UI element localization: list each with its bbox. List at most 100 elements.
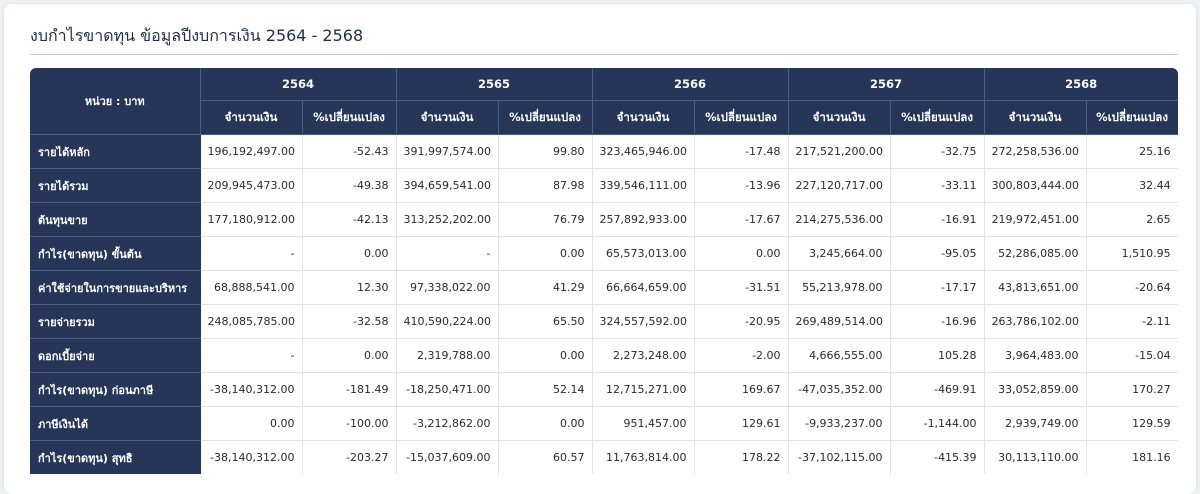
change-cell: 129.59 xyxy=(1086,406,1178,441)
change-cell: 129.61 xyxy=(694,406,789,441)
change-cell: -415.39 xyxy=(890,440,985,474)
change-cell: -15.04 xyxy=(1086,338,1178,373)
table-row: ค่าใช้จ่ายในการขายและบริหาร 68,888,541.00… xyxy=(30,270,1178,305)
change-cell: -469.91 xyxy=(890,372,985,407)
amount-cell: 324,557,592.00 xyxy=(592,304,695,339)
subheader-row: จำนวนเงิน %เปลี่ยนแปลง จำนวนเงิน %เปลี่ยนแป… xyxy=(30,100,1178,135)
amount-cell: 66,664,659.00 xyxy=(592,270,695,305)
year-header: 2568 xyxy=(984,68,1178,101)
year-header: 2567 xyxy=(788,68,985,101)
change-cell: -181.49 xyxy=(302,372,397,407)
row-label: รายจ่ายรวม xyxy=(30,304,201,339)
amount-cell: - xyxy=(200,236,303,271)
table-body: รายได้หลัก 196,192,497.00 -52.43 391,997,57… xyxy=(30,134,1178,474)
row-label: ค่าใช้จ่ายในการขายและบริหาร xyxy=(30,270,201,305)
row-label: ต้นทุนขาย xyxy=(30,202,201,237)
row-label: กำไร(ขาดทุน) ขั้นต้น xyxy=(30,236,201,271)
change-cell: 41.29 xyxy=(498,270,593,305)
table-row: กำไร(ขาดทุน) ขั้นต้น -0.00-0.00 65,573,013… xyxy=(30,236,1178,271)
change-cell: -20.64 xyxy=(1086,270,1178,305)
amount-cell: 394,659,541.00 xyxy=(396,168,499,203)
table-row: ดอกเบี้ยจ่าย -0.00 2,319,788.00 0.00 2,273,2… xyxy=(30,338,1178,373)
amount-cell: 272,258,536.00 xyxy=(984,134,1087,169)
amount-cell: -3,212,862.00 xyxy=(396,406,499,441)
amount-cell: 43,813,651.00 xyxy=(984,270,1087,305)
amount-cell: -9,933,237.00 xyxy=(788,406,891,441)
change-cell: 105.28 xyxy=(890,338,985,373)
income-statement-table: หน่วย : บาท 2564 2565 2566 2567 2568 จำนวนเง… xyxy=(30,68,1178,474)
change-cell: -2.11 xyxy=(1086,304,1178,339)
change-cell: 0.00 xyxy=(498,236,593,271)
amount-cell: 12,715,271.00 xyxy=(592,372,695,407)
amount-column-header: จำนวนเงิน xyxy=(984,100,1087,135)
row-label: รายได้รวม xyxy=(30,168,201,203)
change-cell: -16.91 xyxy=(890,202,985,237)
change-column-header: %เปลี่ยนแปลง xyxy=(498,100,593,135)
change-cell: 181.16 xyxy=(1086,440,1178,474)
amount-cell: -15,037,609.00 xyxy=(396,440,499,474)
change-cell: -16.96 xyxy=(890,304,985,339)
change-cell: -1,144.00 xyxy=(890,406,985,441)
amount-cell: 410,590,224.00 xyxy=(396,304,499,339)
change-cell: 0.00 xyxy=(302,338,397,373)
change-cell: -20.95 xyxy=(694,304,789,339)
table-row: ต้นทุนขาย 177,180,912.00 -42.13 313,252,202… xyxy=(30,202,1178,237)
amount-column-header: จำนวนเงิน xyxy=(396,100,499,135)
change-cell: -32.58 xyxy=(302,304,397,339)
amount-cell: 257,892,933.00 xyxy=(592,202,695,237)
amount-cell: -47,035,352.00 xyxy=(788,372,891,407)
change-cell: 1,510.95 xyxy=(1086,236,1178,271)
change-cell: 60.57 xyxy=(498,440,593,474)
change-cell: -13.96 xyxy=(694,168,789,203)
amount-cell: 68,888,541.00 xyxy=(200,270,303,305)
amount-cell: 52,286,085.00 xyxy=(984,236,1087,271)
change-cell: -52.43 xyxy=(302,134,397,169)
change-cell: 0.00 xyxy=(694,236,789,271)
row-label: กำไร(ขาดทุน) ก่อนภาษี xyxy=(30,372,201,407)
amount-cell: 217,521,200.00 xyxy=(788,134,891,169)
change-cell: 2.65 xyxy=(1086,202,1178,237)
change-cell: 0.00 xyxy=(302,236,397,271)
income-statement-table-container: หน่วย : บาท 2564 2565 2566 2567 2568 จำนวนเง… xyxy=(30,68,1178,480)
amount-cell: 219,972,451.00 xyxy=(984,202,1087,237)
table-row: รายได้หลัก 196,192,497.00 -52.43 391,997,57… xyxy=(30,134,1178,169)
change-column-header: %เปลี่ยนแปลง xyxy=(302,100,397,135)
change-cell: -2.00 xyxy=(694,338,789,373)
change-column-header: %เปลี่ยนแปลง xyxy=(890,100,985,135)
row-label: รายได้หลัก xyxy=(30,134,201,169)
amount-cell: 4,666,555.00 xyxy=(788,338,891,373)
change-cell: -33.11 xyxy=(890,168,985,203)
amount-cell: - xyxy=(200,338,303,373)
amount-cell: 214,275,536.00 xyxy=(788,202,891,237)
change-cell: 52.14 xyxy=(498,372,593,407)
amount-cell: 2,319,788.00 xyxy=(396,338,499,373)
amount-cell: 209,945,473.00 xyxy=(200,168,303,203)
title-divider xyxy=(30,54,1178,55)
amount-cell: 323,465,946.00 xyxy=(592,134,695,169)
change-cell: 76.79 xyxy=(498,202,593,237)
table-row: ภาษีเงินได้ 0.00 -100.00 -3,212,862.00 0.00 9… xyxy=(30,406,1178,441)
amount-cell: -37,102,115.00 xyxy=(788,440,891,474)
amount-cell: 177,180,912.00 xyxy=(200,202,303,237)
table-row: รายจ่ายรวม 248,085,785.00 -32.58 410,590,22… xyxy=(30,304,1178,339)
table-row: กำไร(ขาดทุน) สุทธิ -38,140,312.00 -203.27-… xyxy=(30,440,1178,474)
amount-cell: 3,964,483.00 xyxy=(984,338,1087,373)
page-title: งบกำไรขาดทุน ข้อมูลปีงบการเงิน 2564 - 25… xyxy=(30,26,364,45)
change-cell: 25.16 xyxy=(1086,134,1178,169)
income-statement-card: งบกำไรขาดทุน ข้อมูลปีงบการเงิน 2564 - 25… xyxy=(4,4,1196,494)
change-cell: -203.27 xyxy=(302,440,397,474)
change-cell: 0.00 xyxy=(498,338,593,373)
change-cell: 0.00 xyxy=(498,406,593,441)
change-cell: 169.67 xyxy=(694,372,789,407)
change-cell: -100.00 xyxy=(302,406,397,441)
change-cell: -49.38 xyxy=(302,168,397,203)
change-cell: 32.44 xyxy=(1086,168,1178,203)
year-header: 2564 xyxy=(200,68,397,101)
unit-label: หน่วย : บาท xyxy=(30,68,201,135)
amount-cell: - xyxy=(396,236,499,271)
amount-cell: 339,546,111.00 xyxy=(592,168,695,203)
amount-cell: 2,273,248.00 xyxy=(592,338,695,373)
amount-cell: 55,213,978.00 xyxy=(788,270,891,305)
row-label: กำไร(ขาดทุน) สุทธิ xyxy=(30,440,201,474)
amount-cell: -18,250,471.00 xyxy=(396,372,499,407)
